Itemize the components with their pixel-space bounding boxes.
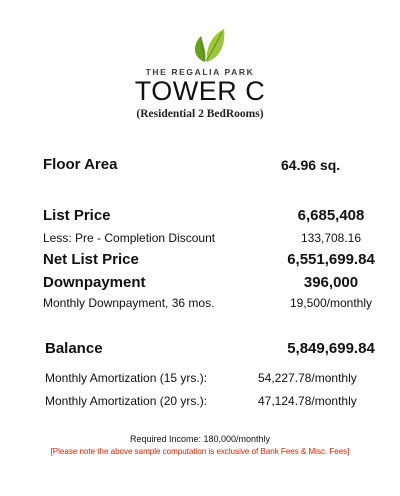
net-list-price-value: 6,551,699.84	[287, 251, 375, 268]
list-price-label: List Price	[43, 207, 111, 224]
floor-area-value: 64.96 sq.	[281, 157, 341, 173]
floor-area-label: Floor Area	[43, 156, 118, 173]
discount-value: 133,708.16	[300, 231, 362, 245]
balance-value: 5,849,699.84	[287, 340, 375, 357]
page-subtitle: (Residential 2 BedRooms)	[136, 108, 264, 120]
amortization-15-value: 54,227.78/monthly	[258, 371, 357, 385]
brand-name: THE REGALIA PARK	[145, 67, 255, 77]
leaf-logo-icon	[195, 29, 225, 62]
page-title: TOWER C	[134, 76, 266, 106]
required-income: Required Income: 180,000/monthly	[129, 434, 271, 444]
fees-note: [Please note the above sample computatio…	[50, 447, 350, 456]
amortization-20-value: 47,124.78/monthly	[258, 394, 357, 408]
balance-label: Balance	[45, 340, 103, 357]
amortization-20-label: Monthly Amortization (20 yrs.):	[45, 394, 208, 408]
list-price-value: 6,685,408	[297, 207, 365, 224]
downpayment-value: 396,000	[303, 274, 359, 291]
downpayment-label: Downpayment	[43, 274, 146, 291]
monthly-downpayment-value: 19,500/monthly	[289, 296, 373, 310]
monthly-downpayment-label: Monthly Downpayment, 36 mos.	[43, 296, 215, 310]
amortization-15-label: Monthly Amortization (15 yrs.):	[45, 371, 208, 385]
net-list-price-label: Net List Price	[43, 251, 139, 268]
discount-label: Less: Pre - Completion Discount	[43, 231, 216, 245]
